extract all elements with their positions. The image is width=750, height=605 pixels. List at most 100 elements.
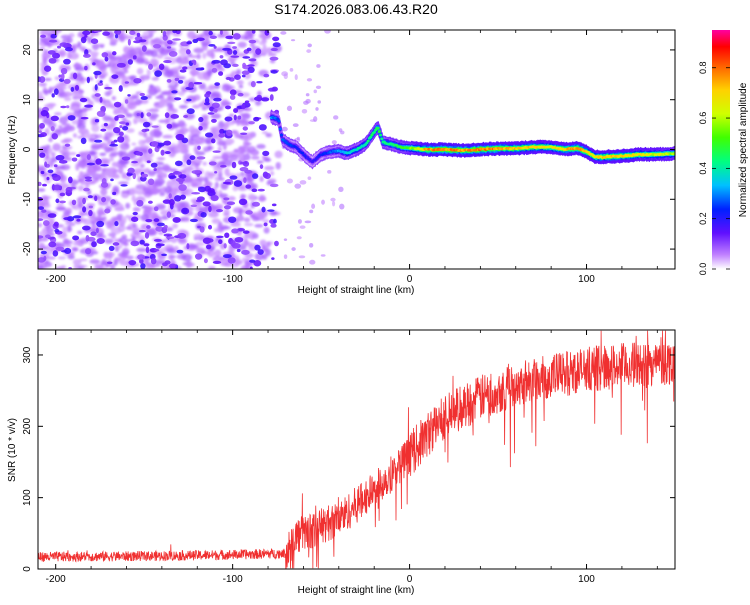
noise-blob [231, 161, 237, 169]
noise-blob [163, 91, 172, 96]
noise-blob [89, 50, 99, 57]
noise-blob [208, 43, 216, 47]
noise-blob [127, 82, 133, 86]
noise-blob [119, 125, 123, 129]
noise-blob [217, 33, 225, 39]
noise-blob [242, 56, 251, 59]
noise-blob [283, 238, 288, 241]
noise-blob [101, 196, 107, 203]
noise-blob [201, 107, 208, 111]
noise-blob [109, 156, 114, 162]
noise-blob [58, 160, 68, 164]
noise-blob [67, 254, 75, 260]
noise-blob [52, 250, 59, 257]
heatmap-carrier-trace [269, 109, 675, 170]
noise-blob [232, 63, 239, 68]
noise-blob [52, 143, 62, 152]
noise-blob [131, 216, 139, 222]
noise-blob [43, 65, 52, 72]
noise-blob [153, 218, 160, 223]
noise-blob [240, 132, 248, 135]
noise-blob [247, 64, 255, 67]
noise-blob [236, 152, 245, 159]
noise-blob [306, 78, 313, 82]
y-tick-label: 10 [22, 94, 33, 106]
noise-blob [139, 92, 146, 97]
noise-blob [187, 244, 198, 249]
noise-blob [257, 249, 264, 255]
noise-blob [51, 93, 55, 98]
noise-blob [112, 51, 117, 56]
noise-blob [195, 241, 205, 247]
noise-blob [91, 124, 100, 133]
noise-blob [63, 145, 73, 150]
noise-blob [236, 248, 241, 253]
noise-blob [169, 259, 176, 265]
noise-blob [214, 228, 220, 233]
noise-blob [324, 30, 331, 34]
noise-blob [50, 33, 57, 39]
noise-blob [262, 218, 270, 224]
noise-blob [274, 150, 283, 159]
noise-blob [174, 97, 182, 101]
noise-blob [211, 59, 221, 64]
noise-blob [198, 125, 203, 131]
noise-blob [330, 197, 336, 202]
noise-blob [211, 138, 216, 144]
noise-blob [246, 47, 252, 52]
noise-blob [117, 33, 124, 40]
noise-blob [44, 30, 52, 34]
noise-blob [172, 30, 178, 34]
noise-blob [251, 173, 259, 179]
noise-blob [204, 185, 211, 192]
noise-blob [196, 176, 205, 181]
noise-blob [130, 240, 140, 247]
noise-blob [247, 66, 255, 74]
noise-blob [63, 210, 71, 216]
noise-blob [111, 161, 119, 167]
noise-blob [117, 224, 126, 233]
noise-blob [136, 32, 141, 37]
noise-blob [255, 48, 262, 55]
noise-blob [95, 232, 103, 238]
noise-blob [93, 155, 98, 161]
noise-blob [158, 63, 165, 70]
noise-mid-layer [38, 30, 345, 269]
noise-blob [41, 209, 47, 213]
noise-blob [72, 247, 78, 252]
noise-blob [110, 178, 114, 182]
noise-blob [256, 94, 263, 102]
noise-blob [91, 173, 102, 181]
noise-blob [178, 79, 184, 84]
colorbar-tick-label: 0.0 [698, 263, 708, 276]
noise-blob [72, 235, 80, 241]
noise-blob [55, 246, 65, 251]
noise-blob [38, 130, 42, 133]
noise-blob [154, 70, 163, 77]
noise-blob [111, 74, 119, 79]
noise-blob [234, 74, 241, 81]
noise-blob [99, 157, 111, 166]
noise-blob [168, 198, 175, 206]
noise-blob [269, 56, 279, 61]
noise-blob [94, 134, 99, 140]
noise-blob [253, 260, 262, 267]
noise-blob [98, 66, 107, 72]
noise-blob [251, 151, 259, 156]
noise-blob [59, 127, 70, 134]
noise-blob [223, 197, 230, 201]
noise-blob [103, 122, 108, 127]
noise-blob [73, 63, 83, 68]
noise-blob [232, 50, 238, 55]
snr-y-ticks: 0 100 200 300 [22, 346, 675, 572]
noise-blob [317, 100, 322, 104]
noise-blob [292, 123, 299, 128]
noise-blob [78, 264, 88, 268]
noise-blob [100, 128, 107, 132]
noise-blob [63, 78, 71, 84]
noise-blob [136, 112, 141, 117]
colorbar: 0.0 0.2 0.4 0.6 0.8 Normalized spectral ampl… [698, 30, 749, 275]
noise-blob [131, 47, 142, 54]
noise-blob [81, 113, 88, 117]
noise-blob [161, 253, 167, 257]
